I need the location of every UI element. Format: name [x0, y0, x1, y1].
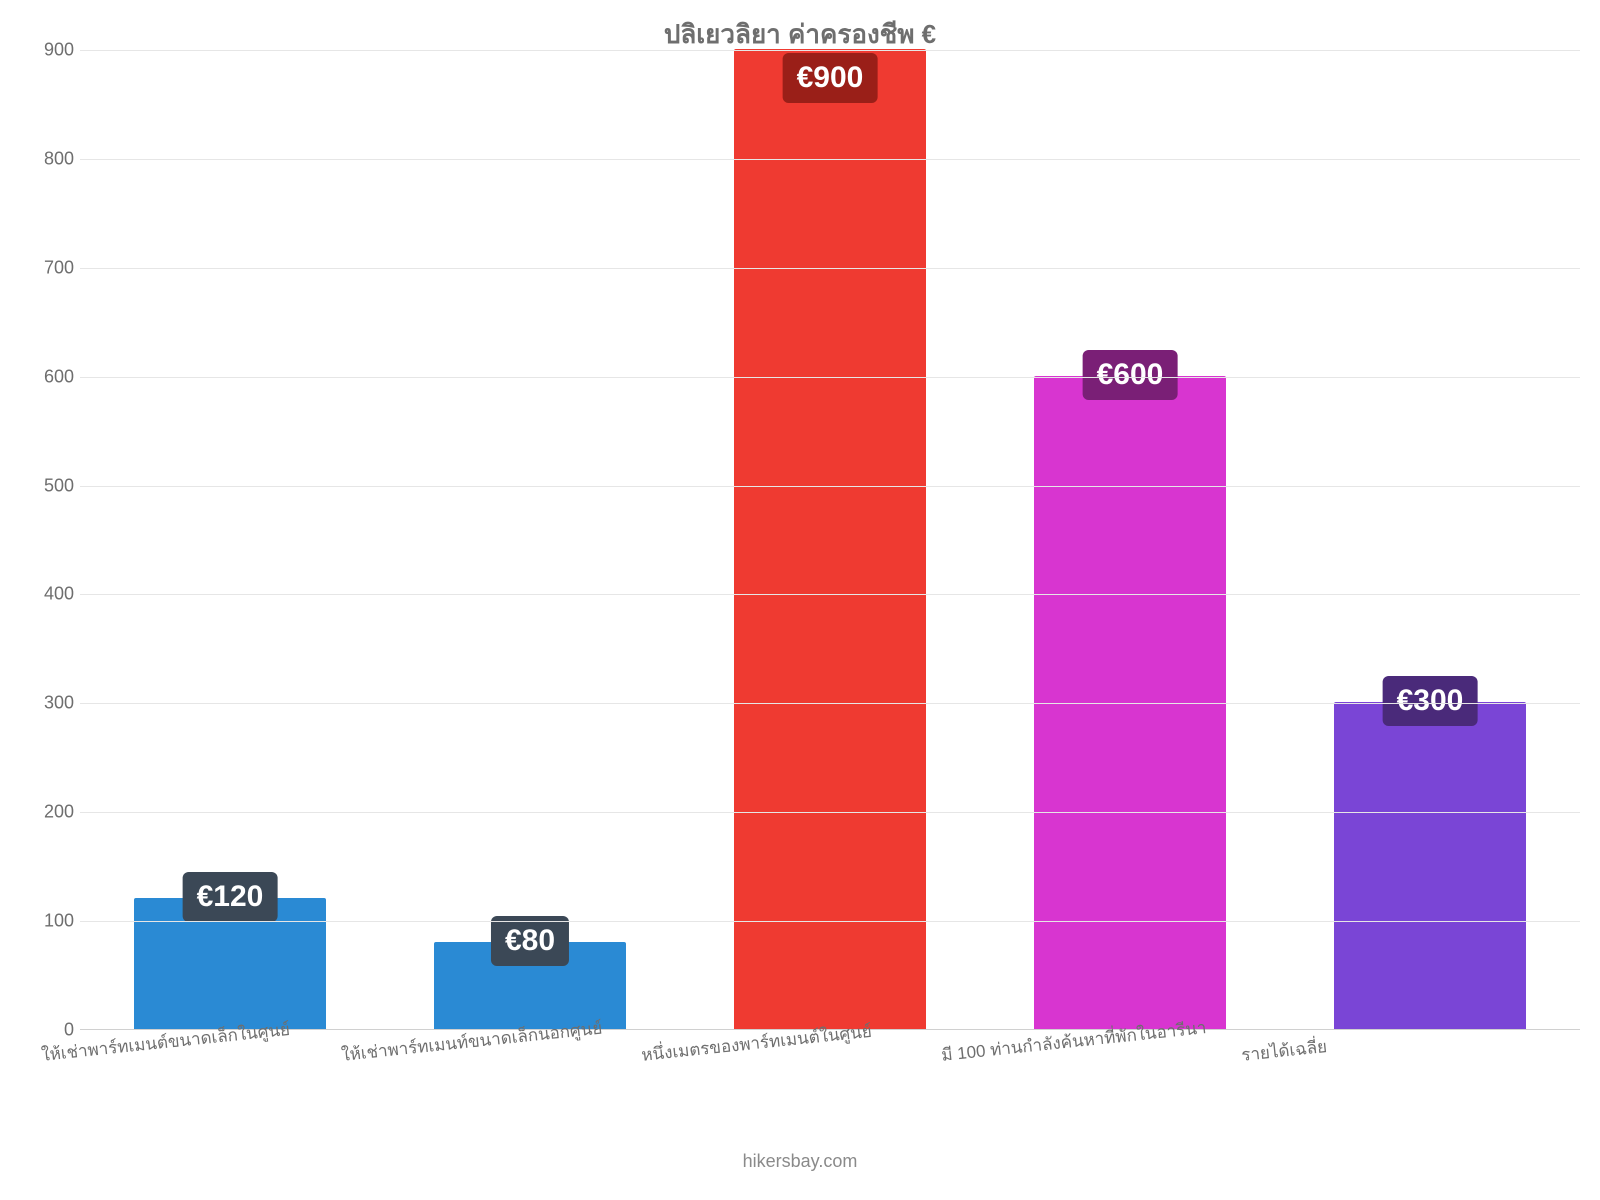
y-tick-label: 200	[30, 802, 74, 823]
gridline	[80, 377, 1580, 378]
y-tick-label: 0	[30, 1020, 74, 1041]
bar-slot: €80	[380, 50, 680, 1029]
y-tick-label: 900	[30, 40, 74, 61]
x-label-slot: รายได้เฉลี่ย	[1280, 1032, 1580, 1132]
x-label-slot: ให้เช่าพาร์ทเมนต์ขนาดเล็กในศูนย์	[80, 1032, 380, 1132]
x-label-slot: มี 100 ท่านกำลังค้นหาที่พักในอารีนา	[980, 1032, 1280, 1132]
plot-area: €120€80€900€600€300 01002003004005006007…	[80, 50, 1580, 1030]
y-tick-label: 400	[30, 584, 74, 605]
gridline	[80, 921, 1580, 922]
value-badge: €120	[183, 872, 278, 922]
value-badge: €80	[491, 916, 569, 966]
bar-slot: €120	[80, 50, 380, 1029]
bar	[734, 49, 926, 1029]
y-tick-label: 700	[30, 257, 74, 278]
gridline	[80, 594, 1580, 595]
bar	[1034, 376, 1226, 1029]
bars-group: €120 €80 €900 €600 €300	[80, 50, 1580, 1029]
y-tick-label: 100	[30, 911, 74, 932]
y-tick-label: 600	[30, 366, 74, 387]
value-badge: €900	[783, 53, 878, 103]
chart-footer: hikersbay.com	[0, 1151, 1600, 1172]
value-badge: €600	[1083, 350, 1178, 400]
bar	[1334, 702, 1526, 1029]
gridline	[80, 812, 1580, 813]
value-badge: €300	[1383, 676, 1478, 726]
y-tick-label: 800	[30, 148, 74, 169]
y-tick-label: 300	[30, 693, 74, 714]
bar-slot: €600	[980, 50, 1280, 1029]
x-label-slot: ให้เช่าพาร์ทเมนท์ขนาดเล็กนอกศูนย์	[380, 1032, 680, 1132]
x-axis-labels: ให้เช่าพาร์ทเมนต์ขนาดเล็กในศูนย์ให้เช่าพ…	[80, 1032, 1580, 1132]
gridline	[80, 703, 1580, 704]
gridline	[80, 159, 1580, 160]
bar-slot: €300	[1280, 50, 1580, 1029]
bar-slot: €900	[680, 50, 980, 1029]
x-label-slot: หนึ่งเมตรของพาร์ทเมนต์ในศูนย์	[680, 1032, 980, 1132]
chart-container: ปลิเยวลิยา ค่าครองชีพ € €120€80€900€600€…	[0, 0, 1600, 1200]
gridline	[80, 486, 1580, 487]
gridline	[80, 50, 1580, 51]
gridline	[80, 268, 1580, 269]
y-tick-label: 500	[30, 475, 74, 496]
